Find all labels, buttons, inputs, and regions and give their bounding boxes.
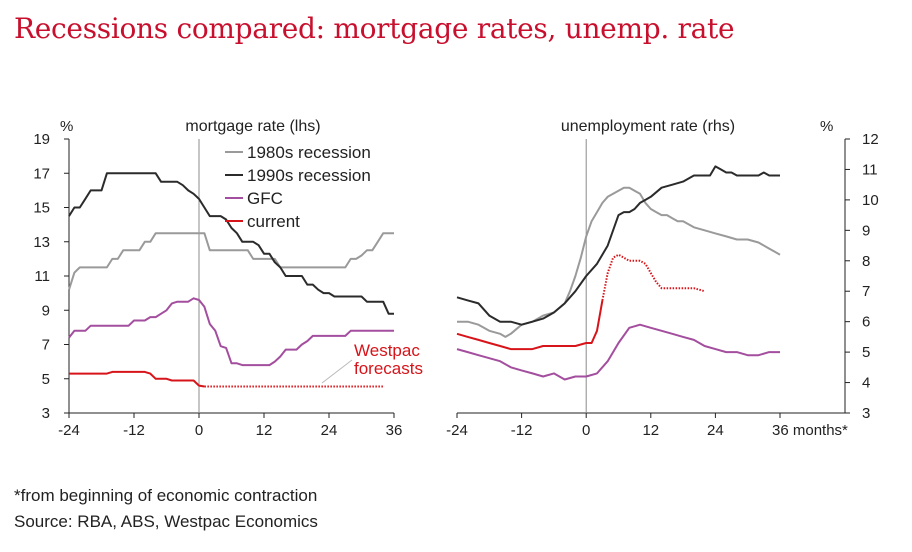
left-x-tick-label: 36 bbox=[386, 422, 403, 439]
right-y-tick-label: 7 bbox=[862, 283, 870, 300]
legend-label: GFC bbox=[247, 189, 283, 208]
right-x-tick-label: 24 bbox=[707, 422, 724, 439]
right-y-tick-label: 8 bbox=[862, 253, 870, 270]
left-series-current bbox=[69, 370, 205, 388]
left-x-tick-label: 24 bbox=[321, 422, 338, 439]
right-y-tick-label: 5 bbox=[862, 344, 870, 361]
annotation-line-1: Westpac bbox=[354, 341, 420, 360]
left-series-1990s-recession bbox=[68, 172, 394, 315]
right-x-tick-label: -24 bbox=[446, 422, 468, 439]
left-y-tick-label: 7 bbox=[42, 337, 50, 354]
left-series-1980s-recession bbox=[68, 232, 394, 291]
right-series-1980s-recession bbox=[457, 186, 781, 338]
right-y-tick-label: 12 bbox=[862, 131, 879, 148]
right-y-tick-label: 6 bbox=[862, 314, 870, 331]
annotation-leader bbox=[321, 359, 353, 384]
left-series-gfc bbox=[68, 297, 394, 367]
right-y-tick-label: 3 bbox=[862, 405, 870, 422]
legend: 1980s recession 1990s recession GFC current bbox=[225, 143, 371, 231]
forecast-annotation: Westpac forecasts bbox=[321, 341, 423, 384]
right-panel-title: unemployment rate (rhs) bbox=[561, 118, 735, 135]
left-x-tick-label: -24 bbox=[58, 422, 80, 439]
right-series-current bbox=[456, 300, 604, 351]
left-y-tick-label: 3 bbox=[42, 405, 50, 422]
left-unit-label: % bbox=[60, 118, 73, 135]
left-x-tick-label: 12 bbox=[256, 422, 273, 439]
legend-label: 1980s recession bbox=[247, 143, 371, 162]
right-series-current-forecast bbox=[601, 253, 705, 301]
right-x-tick-label: -12 bbox=[511, 422, 533, 439]
right-x-tick-label: 12 bbox=[642, 422, 659, 439]
right-y-tick-label: 10 bbox=[862, 192, 879, 209]
left-y-tick-label: 19 bbox=[33, 131, 50, 148]
left-y-tick-label: 15 bbox=[33, 200, 50, 217]
chart-title: Recessions compared: mortgage rates, une… bbox=[14, 12, 735, 45]
source-note: Source: RBA, ABS, Westpac Economics bbox=[14, 512, 318, 531]
left-y-tick-label: 13 bbox=[33, 234, 50, 251]
legend-label: 1990s recession bbox=[247, 166, 371, 185]
right-y-tick-label: 11 bbox=[862, 161, 878, 178]
legend-label: current bbox=[247, 212, 300, 231]
right-x-tick-label: 0 bbox=[582, 422, 590, 439]
right-y-tick-label: 4 bbox=[862, 375, 870, 392]
right-series-gfc bbox=[456, 323, 780, 381]
footnote: *from beginning of economic contraction bbox=[14, 486, 318, 505]
right-panel: unemployment rate (rhs) % 3 4 5 6 7 8 9 10 11 12 -… bbox=[446, 118, 879, 439]
right-series-1990s-recession bbox=[456, 165, 780, 326]
right-unit-label: % bbox=[820, 118, 833, 135]
left-x-tick-label: 0 bbox=[195, 422, 203, 439]
right-x-tick-label: 36 months* bbox=[772, 422, 848, 439]
right-y-tick-label: 9 bbox=[862, 222, 870, 239]
left-x-tick-label: -12 bbox=[123, 422, 145, 439]
left-y-tick-label: 17 bbox=[33, 165, 50, 182]
annotation-line-2: forecasts bbox=[354, 359, 423, 378]
left-y-tick-label: 5 bbox=[42, 371, 50, 388]
left-panel: mortgage rate (lhs) % 3 5 7 9 11 13 15 17 19 -24 -… bbox=[33, 118, 402, 439]
left-y-tick-label: 11 bbox=[34, 268, 50, 285]
left-panel-title: mortgage rate (lhs) bbox=[185, 118, 320, 135]
left-y-tick-label: 9 bbox=[42, 302, 50, 319]
